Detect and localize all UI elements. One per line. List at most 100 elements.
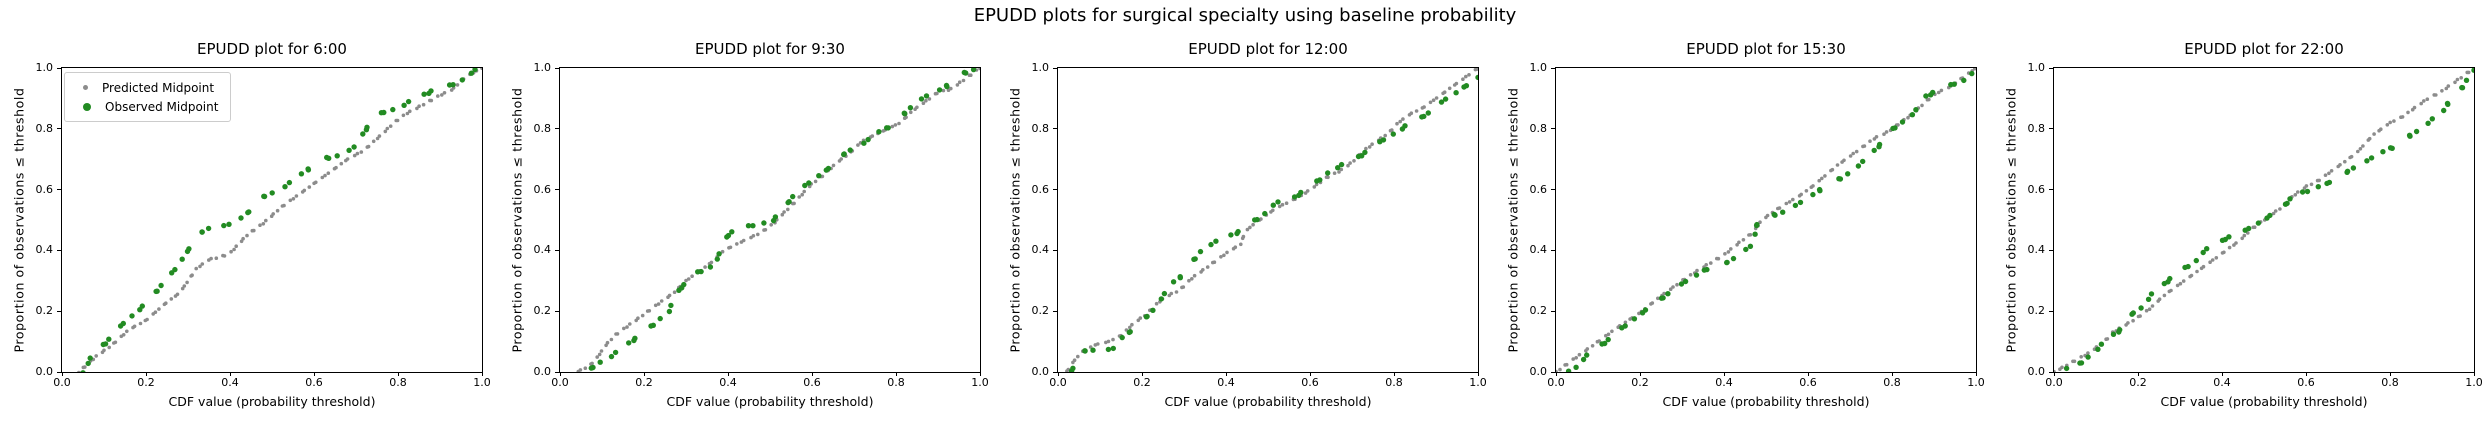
y-tick-label: 0.0 [35,365,54,378]
x-tick-mark [1477,372,1479,376]
y-tick-label: 0.6 [1529,182,1548,196]
x-tick-mark [559,372,561,376]
x-tick-mark [61,372,63,376]
x-axis-label: CDF value (probability threshold) [2160,394,2368,409]
observed-midpoint-series [80,68,478,372]
x-tick-mark [2305,372,2307,376]
x-tick-label: 1.0 [473,376,491,389]
predicted-midpoint-series [2054,68,2474,372]
y-tick-mark [2049,249,2053,251]
y-tick-mark [57,371,61,373]
x-tick-mark [2221,372,2223,376]
x-axis-label: CDF value (probability threshold) [168,394,376,409]
x-tick-mark [1639,372,1641,376]
x-tick-label: 0.2 [1631,376,1649,389]
y-tick-label: 1.0 [35,61,54,74]
y-tick-mark [555,371,559,373]
x-tick-label: 1.0 [1967,376,1985,389]
scatter-canvas [77,68,482,372]
legend-label: Observed Midpoint [105,99,219,114]
observed-midpoint-series [2063,68,2474,372]
x-tick-mark [727,372,729,376]
subplot-title: EPUDD plot for 12:00 [1188,40,1348,58]
y-tick-mark [1551,189,1555,191]
x-tick-mark [1891,372,1893,376]
y-tick-label: 0.8 [2027,121,2046,135]
y-tick-label: 0.6 [35,182,54,196]
x-tick-label: 0.6 [2297,376,2315,389]
x-tick-mark [1555,372,1557,376]
plot-area [2053,67,2475,373]
x-tick-mark [2137,372,2139,376]
x-tick-label: 0.8 [2381,376,2399,389]
y-tick-mark [555,189,559,191]
y-tick-mark [1053,371,1057,373]
y-tick-mark [1551,67,1555,69]
y-tick-mark [1053,189,1057,191]
figure-title: EPUDD plots for surgical specialty using… [973,5,1517,26]
legend-label: Predicted Midpoint [102,80,215,95]
x-tick-label: 0.4 [1217,376,1235,389]
x-tick-label: 0.2 [635,376,653,389]
x-tick-label: 0.6 [803,376,821,389]
x-tick-label: 0.2 [2129,376,2147,389]
x-tick-mark [895,372,897,376]
y-tick-label: 0.0 [533,365,552,378]
plot-area [1057,67,1479,373]
x-tick-mark [1975,372,1977,376]
y-tick-label: 0.6 [1031,182,1050,196]
observed-midpoint-series [588,68,977,371]
y-tick-mark [555,310,559,312]
scatter-canvas [576,68,980,372]
y-tick-label: 0.0 [1529,365,1548,378]
x-tick-mark [1807,372,1809,376]
y-tick-mark [57,67,61,69]
x-tick-mark [1141,372,1143,376]
x-tick-label: 0.4 [2213,376,2231,389]
y-tick-mark [57,249,61,251]
y-tick-mark [555,67,559,69]
x-tick-label: 0.0 [53,376,71,389]
x-tick-mark [2473,372,2475,376]
y-tick-label: 1.0 [2027,61,2046,74]
legend-item: Predicted Midpoint [75,78,218,97]
x-tick-label: 0.6 [1301,376,1319,389]
y-tick-label: 0.0 [2027,365,2046,378]
y-tick-mark [57,189,61,191]
y-tick-label: 0.2 [533,304,552,318]
y-tick-label: 0.8 [1031,121,1050,135]
y-tick-mark [2049,128,2053,130]
scatter-canvas [1065,68,1478,372]
x-tick-label: 0.4 [719,376,737,389]
x-tick-label: 0.8 [389,376,407,389]
y-tick-mark [57,128,61,130]
predicted-midpoint-series [1556,68,1976,372]
y-tick-mark [555,128,559,130]
y-axis-label: Proportion of observations ≤ threshold [509,87,525,353]
y-tick-label: 0.2 [35,304,54,318]
y-tick-mark [2049,310,2053,312]
y-tick-mark [1551,249,1555,251]
y-tick-label: 0.4 [533,243,552,257]
x-tick-label: 0.0 [1049,376,1067,389]
y-axis-label: Proportion of observations ≤ threshold [11,87,27,353]
x-tick-mark [643,372,645,376]
x-tick-label: 1.0 [2465,376,2483,389]
subplot-title: EPUDD plot for 15:30 [1686,40,1846,58]
x-tick-mark [1309,372,1311,376]
observed-midpoint-marker-icon [83,102,91,111]
y-tick-mark [1551,128,1555,130]
legend: Predicted Midpoint Observed Midpoint [64,72,232,122]
x-tick-label: 0.4 [221,376,239,389]
observed-midpoint-series [1068,74,1478,372]
x-tick-mark [1723,372,1725,376]
plot-area [1555,67,1977,373]
x-tick-mark [397,372,399,376]
x-tick-label: 0.6 [1799,376,1817,389]
y-tick-mark [1551,371,1555,373]
x-tick-label: 0.0 [2045,376,2063,389]
y-tick-label: 0.2 [1529,304,1548,318]
x-tick-mark [1393,372,1395,376]
y-tick-label: 0.4 [35,243,54,257]
